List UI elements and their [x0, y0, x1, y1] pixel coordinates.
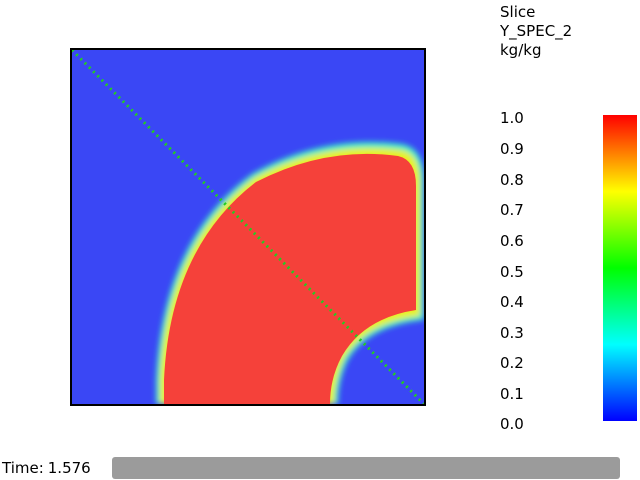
colorbar	[603, 115, 637, 421]
colorbar-title-line-2: Y_SPEC_2	[500, 22, 573, 40]
colorbar-title-line-3: kg/kg	[500, 41, 542, 59]
time-value: 1.576	[47, 459, 91, 477]
time-label: Time:	[2, 459, 44, 477]
time-slider[interactable]	[112, 457, 620, 479]
high-concentration-region	[164, 153, 416, 404]
colorbar-tick: 0.5	[500, 263, 524, 281]
colorbar-tick: 0.6	[500, 232, 524, 250]
colorbar-tick: 1.0	[500, 109, 524, 127]
slice-canvas	[72, 50, 424, 404]
slice-plot[interactable]	[70, 48, 426, 406]
colorbar-tick: 0.7	[500, 201, 524, 219]
colorbar-tick: 0.8	[500, 171, 524, 189]
colorbar-tick: 0.1	[500, 385, 524, 403]
colorbar-tick: 0.9	[500, 140, 524, 158]
colorbar-tick: 0.4	[500, 293, 524, 311]
colorbar-tick: 0.2	[500, 354, 524, 372]
time-readout: Time: 1.576	[2, 459, 91, 477]
colorbar-tick: 0.3	[500, 324, 524, 342]
colorbar-title-line-1: Slice	[500, 3, 536, 21]
colorbar-tick: 0.0	[500, 415, 524, 433]
